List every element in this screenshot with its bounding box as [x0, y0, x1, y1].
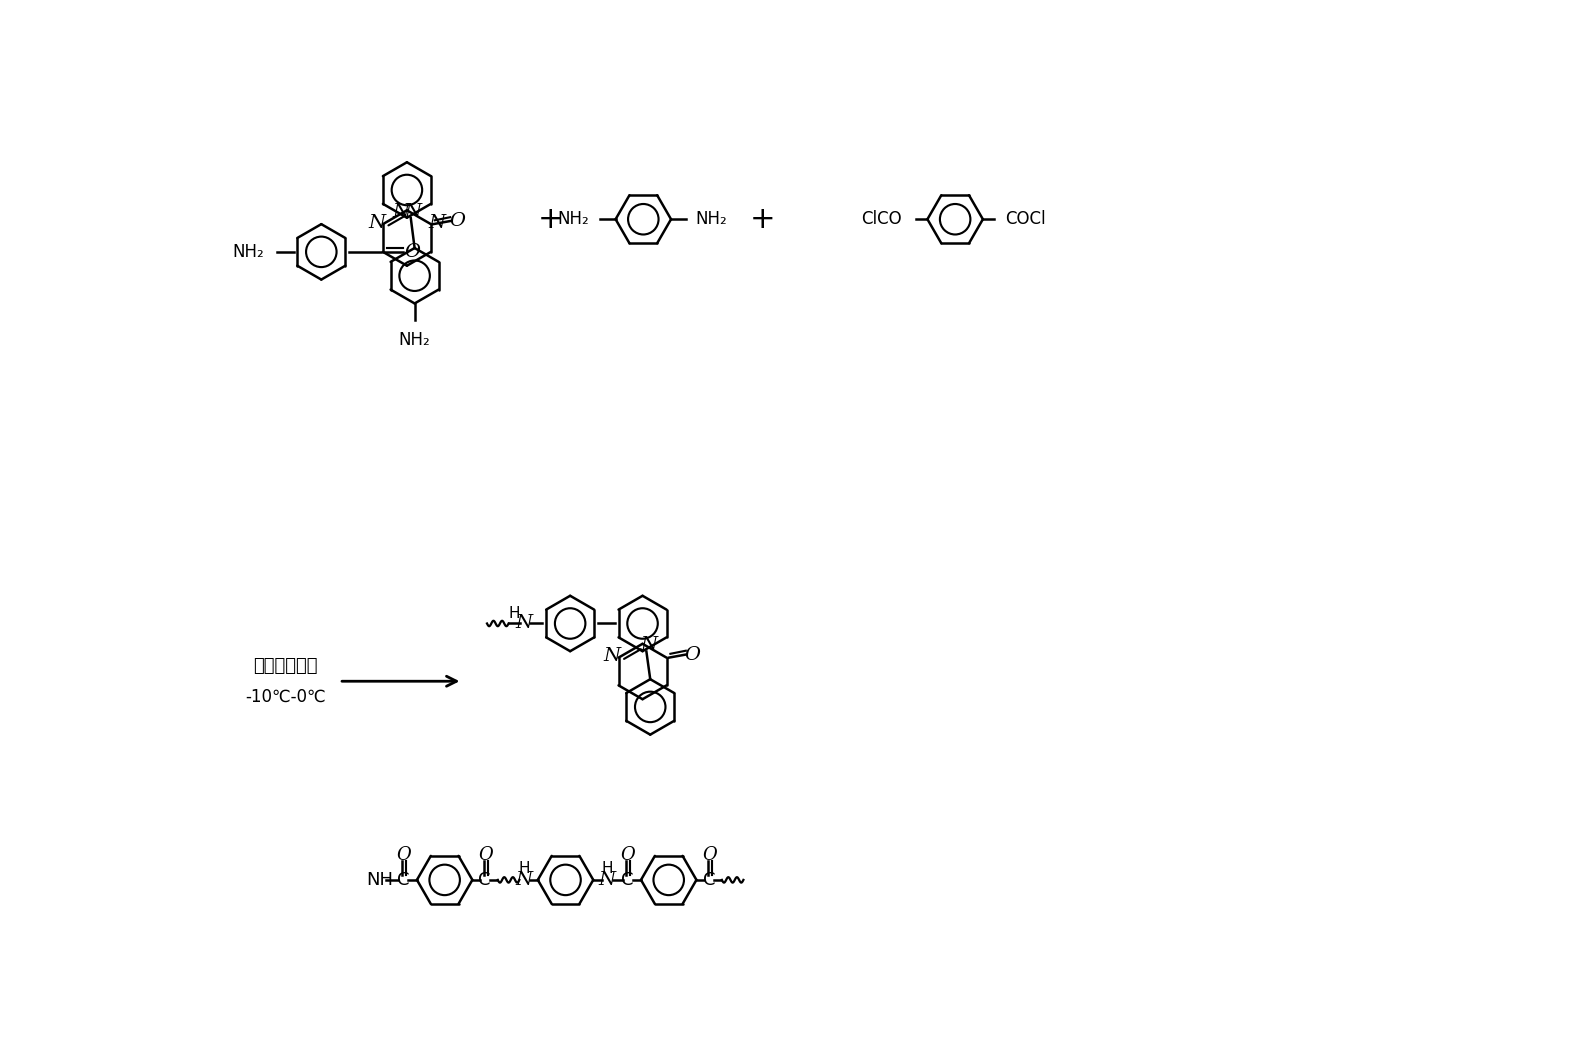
Text: NH₂: NH₂ — [398, 331, 431, 349]
Text: H: H — [510, 606, 521, 620]
Text: NH₂: NH₂ — [557, 210, 588, 228]
Text: +: + — [538, 205, 563, 234]
Text: N: N — [599, 871, 615, 889]
Text: O: O — [396, 847, 411, 865]
Text: C: C — [478, 871, 491, 889]
Text: 低温溶液缩聚: 低温溶液缩聚 — [253, 656, 318, 674]
Text: N: N — [640, 636, 658, 654]
Text: NH: NH — [367, 871, 393, 889]
Text: C: C — [703, 871, 716, 889]
Text: +: + — [750, 205, 775, 234]
Text: O: O — [702, 847, 717, 865]
Text: ClCO: ClCO — [860, 210, 901, 228]
Text: N: N — [516, 614, 533, 632]
Text: NH₂: NH₂ — [233, 243, 264, 261]
Text: N: N — [516, 871, 533, 889]
Text: N: N — [604, 647, 621, 665]
Text: N: N — [392, 203, 409, 221]
Text: C: C — [396, 871, 409, 889]
Text: O: O — [620, 847, 635, 865]
Text: -10℃-0℃: -10℃-0℃ — [245, 688, 326, 706]
Text: N: N — [428, 214, 445, 231]
Text: C: C — [621, 871, 634, 889]
Text: H: H — [518, 860, 530, 876]
Text: O: O — [404, 243, 420, 261]
Text: NH₂: NH₂ — [695, 210, 727, 228]
Text: N: N — [404, 203, 422, 221]
Text: O: O — [478, 847, 492, 865]
Text: COCl: COCl — [1005, 210, 1046, 228]
Text: O: O — [684, 646, 700, 664]
Text: N: N — [368, 214, 385, 231]
Text: H: H — [601, 860, 613, 876]
Text: O: O — [450, 212, 466, 230]
